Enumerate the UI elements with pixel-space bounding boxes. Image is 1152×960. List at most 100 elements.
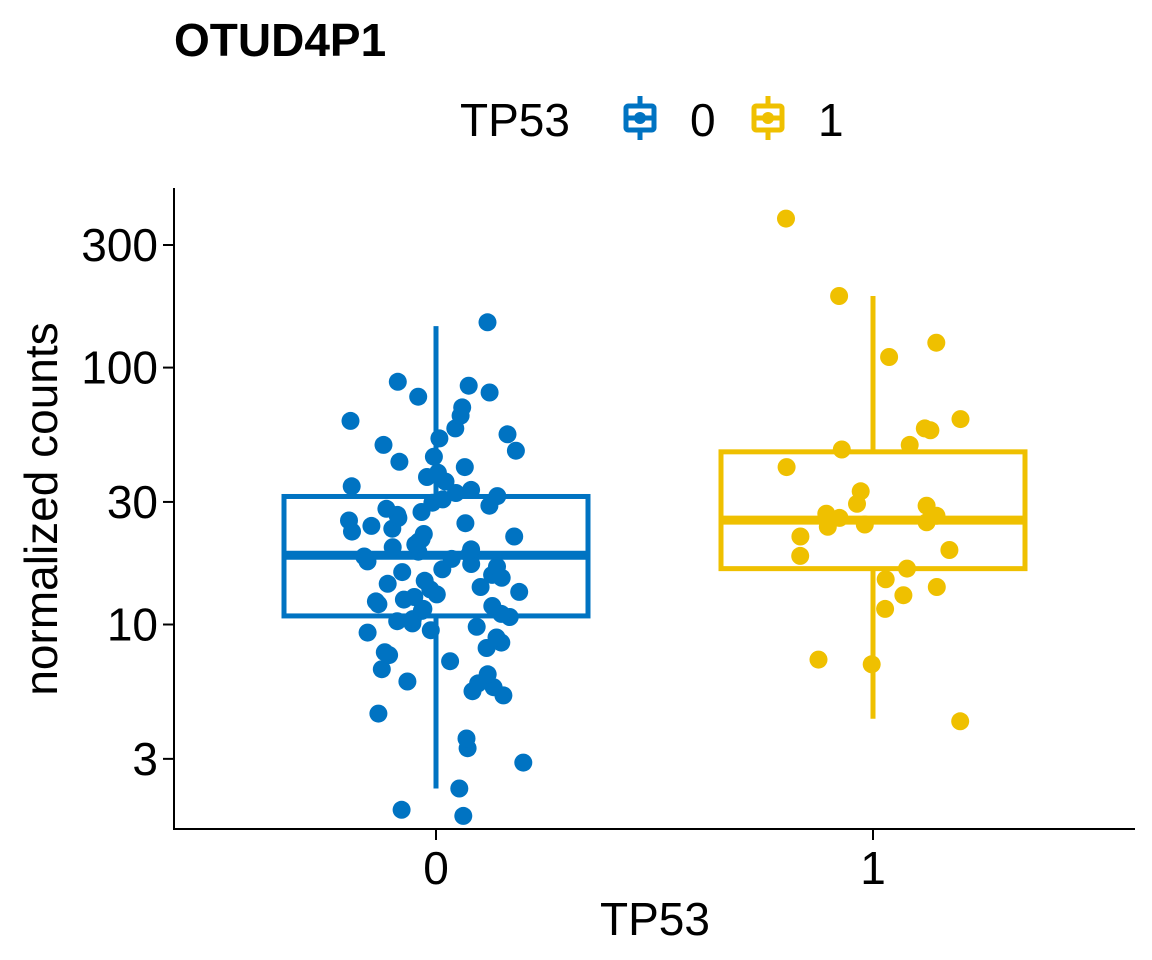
data-point [506,441,525,460]
data-point [927,578,946,596]
data-point [456,514,475,533]
x-tick-label: 1 [860,842,886,894]
y-tick-label: 100 [81,342,158,394]
plot-area [281,209,1028,825]
data-point [409,387,428,406]
data-point [442,549,461,568]
legend-title: TP53 [460,94,570,146]
data-point [851,482,870,501]
x-axis-title: TP53 [600,893,710,945]
data-point [915,419,934,438]
data-point [459,376,478,395]
data-point [483,597,502,615]
data-point [388,612,407,631]
data-point [405,588,424,606]
legend: TP53 0 1 [460,94,844,146]
data-point [369,704,388,723]
data-point [340,511,358,530]
data-point [378,574,397,593]
data-point [471,578,490,596]
y-tick-label: 10 [107,599,158,651]
data-point [388,372,407,391]
data-point [927,333,946,352]
data-point [900,435,919,454]
data-point [398,672,417,691]
data-point [392,800,411,819]
legend-label-1: 1 [818,94,844,146]
data-point [488,487,507,506]
data-point [455,458,474,477]
legend-key-0 [623,96,657,140]
data-point [917,496,936,515]
data-point [478,665,497,684]
x-tick-label: 0 [423,842,449,894]
data-point [510,582,529,601]
data-point [375,643,394,662]
data-point [355,547,374,566]
data-point [383,538,402,557]
data-point [791,546,810,565]
data-point [480,383,499,402]
data-point [421,621,440,640]
data-point [441,652,460,671]
data-point [424,447,443,466]
data-point [454,806,473,825]
data-point [951,410,970,429]
y-tick-label: 3 [132,733,158,785]
data-point [428,463,447,482]
y-axis-title: normalized counts [15,322,67,695]
chart-title: OTUD4P1 [174,14,386,66]
data-point [393,563,412,582]
data-point [488,557,506,576]
data-point [830,287,849,305]
data-point [880,348,899,366]
data-point [372,660,391,679]
points-group-1 [777,209,970,731]
y-tick-label: 300 [81,219,158,271]
data-point [862,655,881,674]
data-point [467,617,486,636]
data-point [898,559,916,578]
box-iqr [718,449,1028,572]
data-point [940,541,959,559]
data-point [894,586,913,605]
data-point [342,477,361,496]
data-point [487,628,506,647]
points-group-0 [340,313,533,825]
data-point [876,599,895,618]
data-point [777,209,795,228]
data-point [809,650,828,669]
data-point [832,440,851,459]
legend-key-point [762,112,774,124]
data-point [390,452,409,471]
data-point [462,540,481,559]
data-point [498,425,517,444]
data-point [478,313,497,332]
data-point [446,484,465,502]
data-point [374,435,393,454]
data-point [453,398,472,417]
data-point [951,712,970,731]
legend-key-point [634,112,646,124]
data-point [341,411,360,430]
data-point [876,570,895,589]
legend-label-0: 0 [690,94,716,146]
data-point [505,527,524,546]
data-point [817,504,836,523]
y-tick-label: 30 [107,476,158,528]
data-point [514,753,533,772]
data-point [377,499,396,518]
box-group-1 [718,295,1028,719]
data-point [366,592,385,611]
data-point [358,623,377,642]
data-point [414,525,433,543]
data-point [855,515,874,534]
data-point [450,779,469,798]
data-point [791,527,810,546]
data-point [415,571,434,590]
data-point [362,516,381,535]
legend-key-1 [751,96,785,140]
y-axis-ticks: 3 10 30 100 300 [81,219,174,785]
